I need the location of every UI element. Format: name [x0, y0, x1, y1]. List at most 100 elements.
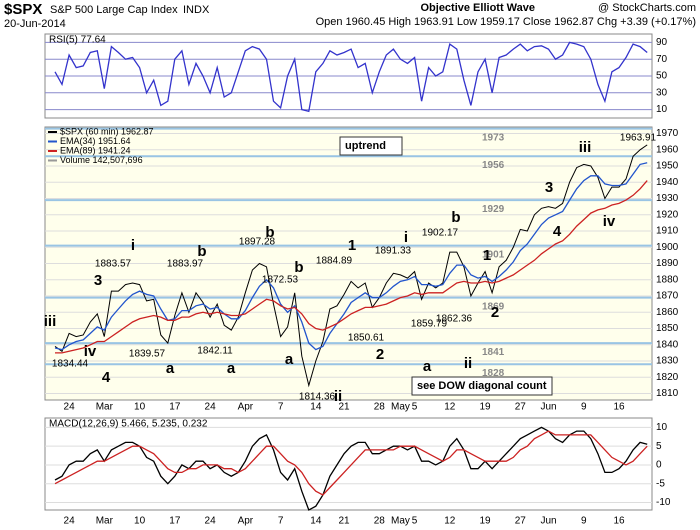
x-tick-label: 27 — [515, 516, 527, 527]
annotation: 4 — [553, 223, 562, 240]
annotation: iv — [603, 213, 616, 230]
y-tick-label: 5 — [656, 441, 662, 452]
annotation: b — [294, 259, 303, 276]
note-box — [339, 136, 403, 156]
y-tick-label: 1920 — [656, 209, 679, 220]
level-label: 1901 — [482, 249, 505, 260]
index-name: S&P 500 Large Cap Index — [50, 4, 178, 16]
y-tick-label: 10 — [656, 104, 668, 115]
note-text: see DOW diagonal count — [417, 380, 547, 392]
annotation: 2 — [491, 304, 499, 321]
date: 20-Jun-2014 — [4, 18, 66, 30]
y-tick-label: -5 — [656, 478, 665, 489]
panel-label: RSI(5) 77.64 — [49, 35, 106, 46]
level-label: 1929 — [482, 204, 505, 215]
x-tick-label: Apr — [238, 402, 254, 413]
annotation: 4 — [102, 369, 111, 386]
x-tick-label: Mar — [96, 402, 114, 413]
x-tick-label: 16 — [613, 402, 625, 413]
series-line — [55, 180, 648, 354]
y-tick-label: 1910 — [656, 226, 679, 237]
annotation: 1883.97 — [167, 259, 204, 270]
annotation: 1839.57 — [129, 349, 166, 360]
x-tick-label: May — [391, 402, 410, 413]
series-line — [54, 41, 648, 113]
annotation: 3 — [94, 272, 102, 289]
y-tick-label: 1960 — [656, 144, 679, 155]
annotation: 1897.28 — [239, 237, 276, 248]
annotation: 1 — [348, 237, 356, 254]
x-tick-label: 9 — [581, 516, 587, 527]
x-tick-label: 7 — [278, 516, 284, 527]
y-tick-label: 90 — [656, 37, 668, 48]
annotation: b — [265, 224, 274, 241]
level-label: 1841 — [482, 347, 505, 358]
annotation: 3 — [545, 179, 553, 196]
x-tick-label: 24 — [64, 516, 76, 527]
exchange: INDX — [183, 4, 210, 16]
annotation: 1834.44 — [52, 359, 89, 370]
y-tick-label: 1930 — [656, 193, 679, 204]
annotation: 1 — [483, 247, 491, 264]
annotation: i — [404, 229, 408, 246]
x-tick-label: 5 — [412, 516, 418, 527]
x-tick-label: 24 — [205, 402, 217, 413]
y-tick-label: 1850 — [656, 323, 679, 334]
x-tick-label: 21 — [338, 516, 350, 527]
annotation: 1883.57 — [95, 259, 132, 270]
y-tick-label: 30 — [656, 87, 668, 98]
series-line — [54, 430, 648, 496]
x-tick-label: Jun — [540, 402, 556, 413]
x-tick-label: Mar — [96, 516, 114, 527]
x-tick-label: 10 — [134, 402, 146, 413]
quote: Open 1960.45 High 1963.91 Low 1959.17 Cl… — [316, 16, 696, 28]
annotation: ii — [334, 388, 342, 405]
x-tick-label: 19 — [479, 402, 491, 413]
annotation: iii — [579, 139, 592, 156]
x-tick-label: 14 — [310, 402, 322, 413]
level-label: 1973 — [482, 132, 505, 143]
annotation: 1850.61 — [348, 333, 385, 344]
y-tick-label: 1890 — [656, 258, 679, 269]
x-tick-label: May — [391, 516, 410, 527]
annotation: i — [131, 237, 135, 254]
x-tick-label: 12 — [444, 402, 456, 413]
x-tick-label: 28 — [374, 402, 386, 413]
y-tick-label: 1830 — [656, 356, 679, 367]
annotation: b — [197, 243, 206, 260]
legend-label: EMA(89) 1941.24 — [60, 145, 131, 155]
y-tick-label: 1840 — [656, 339, 679, 350]
y-tick-label: 1970 — [656, 128, 679, 139]
x-tick-label: 24 — [205, 516, 217, 527]
x-tick-label: 21 — [338, 402, 350, 413]
annotation: 1862.36 — [436, 314, 473, 325]
annotation: 1859.79 — [411, 319, 448, 330]
annotation: ii — [464, 355, 472, 372]
panel-label: MACD(12,26,9) 5.466, 5.235, 0.232 — [49, 419, 208, 430]
panel — [44, 417, 653, 511]
y-tick-label: 1820 — [656, 372, 679, 383]
y-tick-label: 1940 — [656, 177, 679, 188]
annotation: 1884.89 — [316, 256, 353, 267]
x-tick-label: 27 — [515, 402, 527, 413]
x-tick-label: 24 — [64, 402, 76, 413]
annotation: 1902.17 — [422, 228, 459, 239]
x-tick-label: 14 — [310, 516, 322, 527]
y-tick-label: 1810 — [656, 388, 679, 399]
x-tick-label: 19 — [479, 516, 491, 527]
y-tick-label: 1880 — [656, 274, 679, 285]
y-tick-label: 10 — [656, 422, 668, 433]
annotation: a — [227, 360, 236, 377]
annotation: 2 — [376, 346, 384, 363]
x-tick-label: 16 — [613, 516, 625, 527]
annotation: a — [166, 360, 175, 377]
x-tick-label: 9 — [581, 402, 587, 413]
annotation: 1891.33 — [375, 246, 412, 257]
symbol: $SPX — [4, 1, 42, 18]
level-label: 1956 — [482, 160, 505, 171]
y-tick-label: 1860 — [656, 307, 679, 318]
y-tick-label: 0 — [656, 460, 662, 471]
annotation: 1872.53 — [262, 275, 299, 286]
x-tick-label: 10 — [134, 516, 146, 527]
